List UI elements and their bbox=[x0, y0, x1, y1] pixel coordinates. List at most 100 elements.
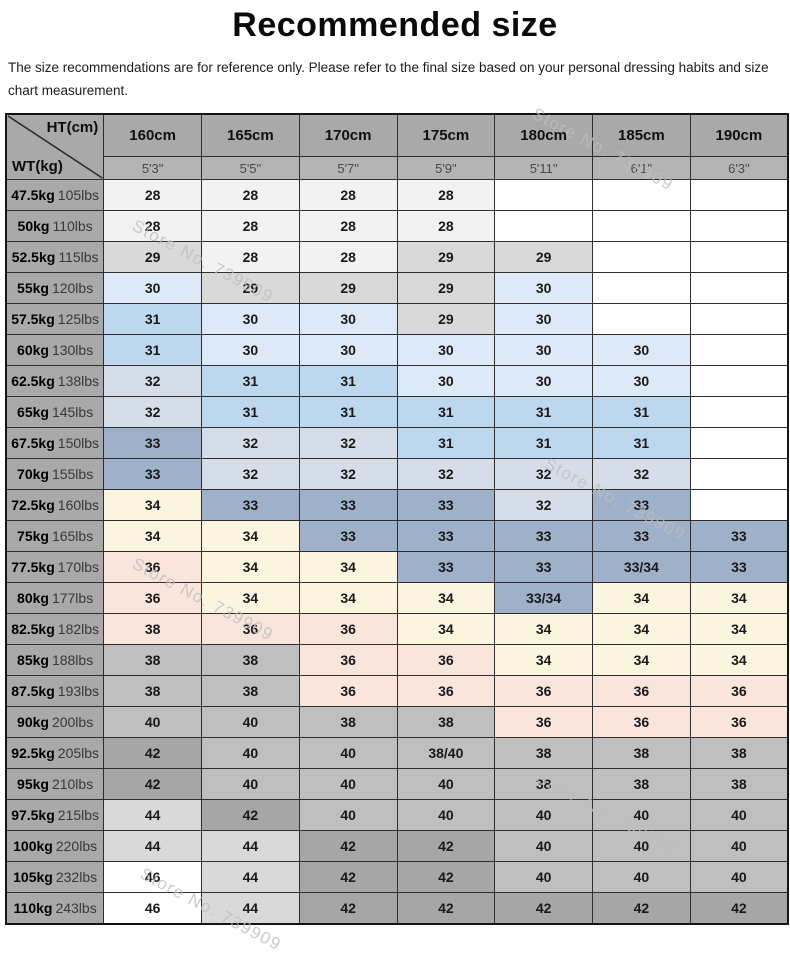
row-weight-kg: 65kg bbox=[17, 404, 49, 420]
row-weight-kg: 90kg bbox=[17, 714, 49, 730]
size-cell: 33 bbox=[592, 520, 691, 552]
size-cell: 42 bbox=[494, 892, 593, 925]
col-header-170cm: 170cm bbox=[298, 113, 398, 157]
row-header-90kg: 90kg 200lbs bbox=[5, 706, 105, 738]
row-weight-kg: 105kg bbox=[13, 869, 53, 885]
table-row: 65kg 145lbs 32 31 31 31 31 31 bbox=[5, 396, 789, 428]
row-header-110kg: 110kg 243lbs bbox=[5, 892, 105, 925]
row-weight-lbs: 200lbs bbox=[51, 714, 94, 730]
corner-weight-axis-label: WT(kg) bbox=[12, 158, 63, 175]
col-subheader-feet: 5'5" bbox=[201, 156, 300, 180]
size-cell bbox=[689, 427, 789, 459]
corner-diagonal-line bbox=[7, 115, 103, 179]
row-header-82.5kg: 82.5kg 182lbs bbox=[5, 613, 105, 645]
size-cell: 40 bbox=[689, 799, 789, 831]
row-weight-lbs: 205lbs bbox=[57, 745, 100, 761]
size-cell: 28 bbox=[298, 241, 398, 273]
row-weight-lbs: 110lbs bbox=[52, 218, 93, 234]
col-header-190cm: 190cm bbox=[689, 113, 789, 157]
size-cell: 42 bbox=[689, 892, 789, 925]
size-cell: 33 bbox=[396, 520, 496, 552]
size-cell: 42 bbox=[298, 892, 398, 925]
size-cell: 31 bbox=[494, 396, 593, 428]
row-header-100kg: 100kg 220lbs bbox=[5, 830, 105, 862]
col-subheader-feet: 5'11" bbox=[494, 156, 593, 180]
row-header-52.5kg: 52.5kg 115lbs bbox=[5, 241, 105, 273]
size-cell: 32 bbox=[103, 365, 202, 397]
table-row: 85kg 188lbs 38 38 36 36 34 34 34 bbox=[5, 644, 789, 676]
size-cell: 28 bbox=[396, 179, 496, 211]
size-cell: 28 bbox=[298, 210, 398, 242]
size-cell: 36 bbox=[494, 675, 593, 707]
row-weight-lbs: 170lbs bbox=[57, 559, 100, 575]
size-cell: 31 bbox=[592, 396, 691, 428]
table-row: 90kg 200lbs 40 40 38 38 36 36 36 bbox=[5, 706, 789, 738]
col-header-160cm: 160cm bbox=[103, 113, 202, 157]
size-cell: 34 bbox=[689, 582, 789, 614]
size-cell: 34 bbox=[494, 613, 593, 645]
size-cell: 32 bbox=[298, 458, 398, 490]
table-row: 87.5kg 193lbs 38 38 36 36 36 36 36 bbox=[5, 675, 789, 707]
table-row: 92.5kg 205lbs 42 40 40 38/40 38 38 38 bbox=[5, 737, 789, 769]
row-weight-kg: 47.5kg bbox=[11, 187, 55, 203]
row-header-72.5kg: 72.5kg 160lbs bbox=[5, 489, 105, 521]
size-cell: 44 bbox=[201, 861, 300, 893]
size-cell: 40 bbox=[396, 799, 496, 831]
size-cell: 34 bbox=[103, 520, 202, 552]
size-cell: 40 bbox=[201, 768, 300, 800]
size-cell: 38 bbox=[298, 706, 398, 738]
size-table-body: 47.5kg 105lbs 28 28 28 28 50kg 110lbs 28 28 28 28 52… bbox=[5, 179, 789, 925]
size-cell: 40 bbox=[592, 830, 691, 862]
size-cell: 32 bbox=[592, 458, 691, 490]
table-row: 75kg 165lbs 34 34 33 33 33 33 33 bbox=[5, 520, 789, 552]
size-cell: 29 bbox=[201, 272, 300, 304]
size-cell: 42 bbox=[298, 830, 398, 862]
row-weight-kg: 95kg bbox=[17, 776, 49, 792]
size-cell: 42 bbox=[592, 892, 691, 925]
size-cell: 31 bbox=[103, 334, 202, 366]
size-cell: 40 bbox=[592, 799, 691, 831]
row-weight-lbs: 160lbs bbox=[57, 497, 100, 513]
size-cell: 34 bbox=[298, 551, 398, 583]
row-weight-kg: 80kg bbox=[17, 590, 49, 606]
row-weight-lbs: 243lbs bbox=[55, 900, 97, 916]
col-header-185cm: 185cm bbox=[592, 113, 691, 157]
size-cell: 42 bbox=[396, 830, 496, 862]
size-cell: 30 bbox=[592, 365, 691, 397]
size-cell: 28 bbox=[201, 210, 300, 242]
size-cell: 32 bbox=[103, 396, 202, 428]
size-cell: 40 bbox=[494, 799, 593, 831]
row-weight-lbs: 115lbs bbox=[58, 249, 99, 265]
size-cell: 40 bbox=[298, 768, 398, 800]
row-header-57.5kg: 57.5kg 125lbs bbox=[5, 303, 105, 335]
size-cell: 38 bbox=[494, 768, 593, 800]
table-row: 80kg 177lbs 36 34 34 34 33/34 34 34 bbox=[5, 582, 789, 614]
size-cell: 38 bbox=[103, 613, 202, 645]
size-cell: 31 bbox=[494, 427, 593, 459]
row-weight-lbs: 210lbs bbox=[51, 776, 94, 792]
row-weight-kg: 77.5kg bbox=[11, 559, 55, 575]
row-weight-lbs: 220lbs bbox=[55, 838, 98, 854]
size-cell: 33/34 bbox=[592, 551, 691, 583]
row-weight-lbs: 125lbs bbox=[57, 311, 100, 327]
size-cell: 36 bbox=[689, 706, 789, 738]
size-cell: 38 bbox=[592, 737, 691, 769]
table-row: 77.5kg 170lbs 36 34 34 33 33 33/34 33 bbox=[5, 551, 789, 583]
size-cell bbox=[689, 241, 789, 273]
col-subheader-feet: 5'9" bbox=[396, 156, 496, 180]
size-cell: 31 bbox=[201, 396, 300, 428]
row-weight-lbs: 150lbs bbox=[57, 435, 100, 451]
row-weight-kg: 72.5kg bbox=[11, 497, 55, 513]
size-cell: 40 bbox=[592, 861, 691, 893]
row-weight-kg: 57.5kg bbox=[11, 311, 55, 327]
row-weight-kg: 75kg bbox=[17, 528, 49, 544]
size-cell: 29 bbox=[396, 272, 496, 304]
size-cell bbox=[592, 272, 691, 304]
size-cell: 34 bbox=[689, 644, 789, 676]
size-cell: 46 bbox=[103, 861, 202, 893]
page-title: Recommended size bbox=[232, 6, 558, 44]
table-row: 97.5kg 215lbs 44 42 40 40 40 40 40 bbox=[5, 799, 789, 831]
row-weight-lbs: 232lbs bbox=[55, 869, 98, 885]
size-cell: 32 bbox=[396, 458, 496, 490]
disclaimer-text: The size recommendations are for referen… bbox=[8, 60, 769, 98]
